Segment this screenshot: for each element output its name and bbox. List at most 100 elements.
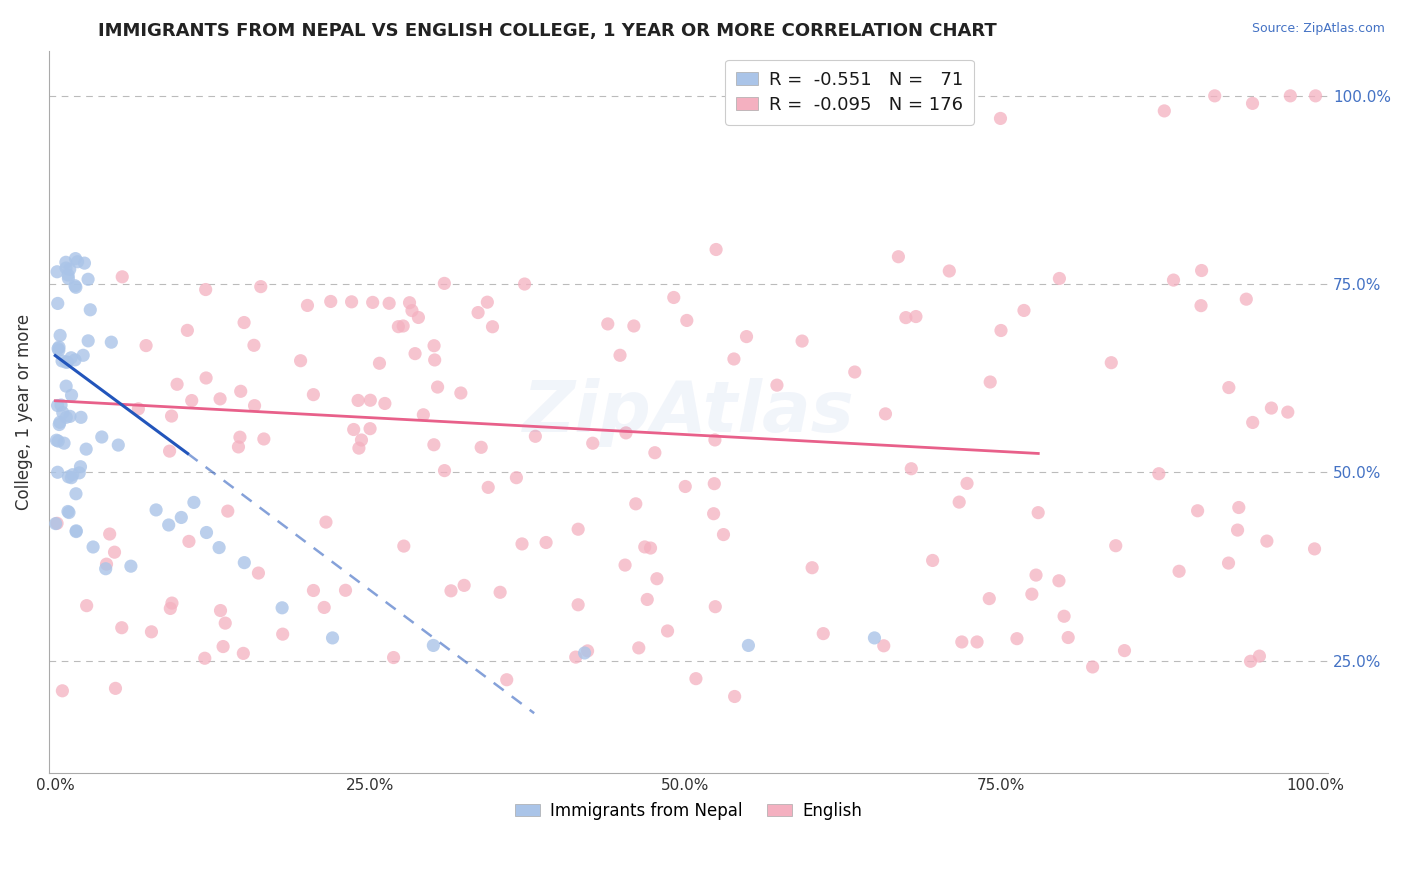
Point [359, 422, 381, 436]
Point [1218, 380, 1240, 394]
Point [75, 442, 97, 457]
Point [673, 479, 696, 493]
Point [489, 585, 512, 599]
Point [624, 497, 647, 511]
Point [1163, 273, 1185, 287]
Point [247, 566, 270, 580]
Point [979, 375, 1001, 389]
Point [423, 339, 446, 353]
Point [382, 650, 405, 665]
Point [644, 446, 666, 460]
Point [79, 302, 101, 317]
Point [1303, 541, 1326, 556]
Point [46, 342, 69, 356]
Point [735, 329, 758, 343]
Point [120, 559, 142, 574]
Point [66, 254, 89, 268]
Text: ZipAtlas: ZipAtlas [523, 377, 855, 447]
Point [404, 346, 426, 360]
Point [46, 434, 69, 449]
Point [104, 681, 127, 696]
Point [209, 603, 232, 617]
Point [103, 545, 125, 559]
Point [177, 534, 200, 549]
Point [56, 355, 79, 369]
Point [62, 467, 84, 482]
Point [614, 558, 637, 573]
Point [60, 471, 83, 485]
Point [567, 598, 589, 612]
Point [52, 406, 75, 420]
Point [574, 646, 596, 660]
Point [408, 310, 430, 325]
Point [111, 269, 134, 284]
Point [58, 506, 80, 520]
Point [576, 644, 599, 658]
Point [723, 351, 745, 366]
Point [433, 277, 456, 291]
Text: IMMIGRANTS FROM NEPAL VS ENGLISH COLLEGE, 1 YEAR OR MORE CORRELATION CHART: IMMIGRANTS FROM NEPAL VS ENGLISH COLLEGE… [98, 22, 997, 40]
Point [314, 600, 336, 615]
Point [657, 624, 679, 638]
Point [412, 408, 434, 422]
Point [495, 673, 517, 687]
Point [322, 631, 344, 645]
Point [51, 683, 73, 698]
Point [350, 433, 373, 447]
Point [170, 510, 193, 524]
Point [77, 334, 100, 348]
Point [55, 410, 77, 425]
Point [1047, 271, 1070, 285]
Point [378, 296, 401, 310]
Point [73, 256, 96, 270]
Point [46, 296, 69, 310]
Point [135, 338, 157, 352]
Point [703, 507, 725, 521]
Point [76, 599, 98, 613]
Point [59, 262, 82, 277]
Point [450, 386, 472, 401]
Point [111, 621, 134, 635]
Point [194, 651, 217, 665]
Point [195, 525, 218, 540]
Point [127, 401, 149, 416]
Point [229, 430, 252, 444]
Point [645, 572, 668, 586]
Point [1005, 632, 1028, 646]
Point [1153, 103, 1175, 118]
Point [481, 319, 503, 334]
Point [1168, 564, 1191, 578]
Point [361, 295, 384, 310]
Point [335, 583, 357, 598]
Point [56, 268, 79, 282]
Point [60, 388, 83, 402]
Point [160, 596, 183, 610]
Point [271, 600, 294, 615]
Point [194, 283, 217, 297]
Point [297, 298, 319, 312]
Point [302, 583, 325, 598]
Point [49, 398, 72, 412]
Point [1279, 88, 1302, 103]
Point [1241, 416, 1264, 430]
Point [65, 252, 87, 266]
Point [65, 280, 87, 294]
Point [45, 516, 67, 531]
Point [249, 279, 271, 293]
Point [640, 541, 662, 555]
Legend: Immigrants from Nepal, English: Immigrants from Nepal, English [508, 795, 869, 827]
Point [90, 430, 112, 444]
Point [713, 527, 735, 541]
Point [1191, 263, 1213, 277]
Point [69, 459, 91, 474]
Point [1047, 574, 1070, 588]
Point [96, 557, 118, 571]
Point [1147, 467, 1170, 481]
Point [636, 592, 658, 607]
Point [703, 433, 725, 447]
Point [159, 444, 181, 458]
Point [65, 524, 87, 538]
Point [243, 399, 266, 413]
Point [1114, 643, 1136, 657]
Point [180, 393, 202, 408]
